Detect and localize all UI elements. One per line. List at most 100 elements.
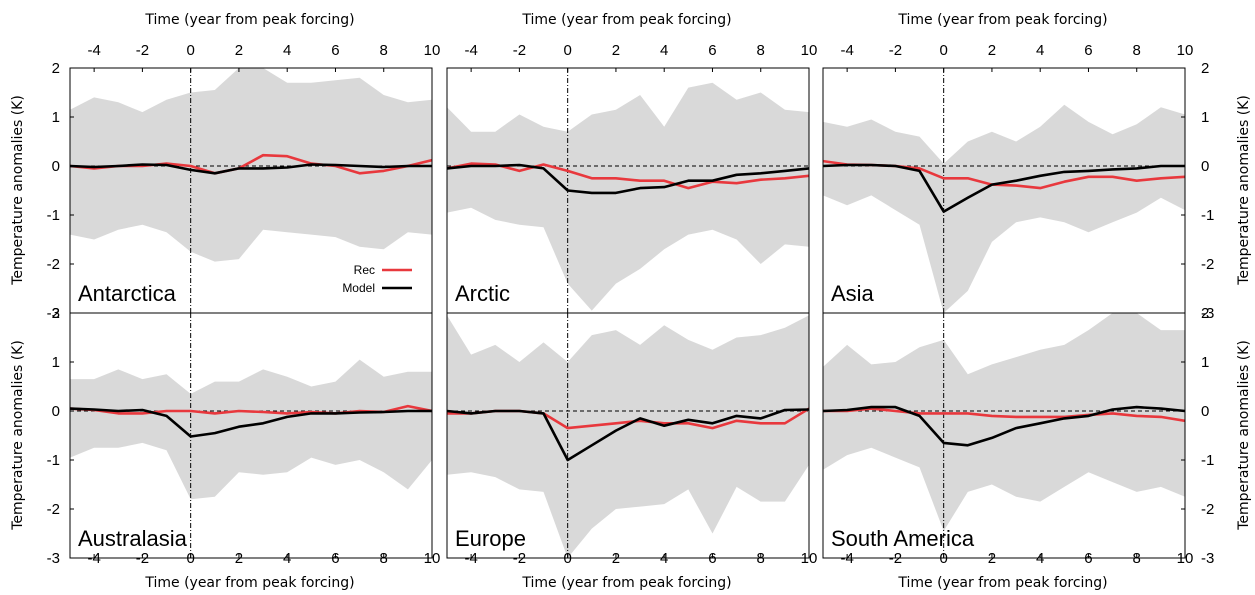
x-tick-label-top: -2 [889, 42, 902, 59]
legend-label-rec: Rec [354, 263, 375, 277]
panel-frame [69, 312, 433, 559]
x-tick-label-bottom: -2 [513, 550, 526, 567]
top-xlabel-col2: Time (year from peak forcing) [521, 12, 731, 28]
x-tick-label-top: 6 [1084, 42, 1092, 59]
x-tick-label-bottom: 8 [1133, 550, 1141, 567]
bottom-xlabel-col2: Time (year from peak forcing) [521, 575, 731, 591]
x-tick-label-top: 0 [563, 42, 571, 59]
y-tick-label-left: 2 [52, 60, 60, 77]
y-tick-label-right: 2 [1201, 60, 1209, 77]
x-tick-label-bottom: 2 [235, 550, 243, 567]
y-tick-label-left: -3 [47, 550, 60, 567]
spread-band [823, 313, 1185, 531]
x-tick-label-top: -2 [513, 42, 526, 59]
series-line-model [70, 163, 432, 175]
x-tick-label-top: -2 [136, 42, 149, 59]
x-tick-label-bottom: 0 [939, 550, 947, 567]
series-line-rec [823, 407, 1185, 423]
legend: Rec Model [342, 263, 412, 295]
region-label: Antarctica [78, 281, 177, 306]
panels-group: -4 -2 0 2 4 6 8 10-3-2-1012AntarcticaRecModel-4… [47, 42, 1215, 567]
x-tick-label-top: 8 [380, 42, 388, 59]
x-tick-label-bottom: 2 [988, 550, 996, 567]
x-tick-label-top: 4 [660, 42, 668, 59]
top-xlabel-col1: Time (year from peak forcing) [144, 12, 354, 28]
x-tick-label-bottom: -4 [464, 550, 477, 567]
x-tick-label-top: -4 [87, 42, 100, 59]
panel-arctic: -4 -2 0 2 4 6 8 10 Arctic [446, 42, 818, 314]
x-tick-label-bottom: -2 [889, 550, 902, 567]
y-tick-label-left: 1 [52, 354, 60, 371]
series-line-model [70, 407, 432, 438]
y-tick-label-left: 2 [52, 305, 60, 322]
spread-band [823, 104, 1185, 313]
y-tick-label-right: 2 [1201, 305, 1209, 322]
left-ylabel-row1: Temperature anomalies (K) [10, 95, 26, 286]
x-tick-label-top: 4 [1036, 42, 1044, 59]
y-tick-label-left: -3 [47, 305, 60, 322]
y-tick-label-left: 1 [52, 109, 60, 126]
legend-label-model: Model [342, 281, 375, 295]
x-tick-label-bottom: 4 [283, 550, 291, 567]
x-tick-label-bottom: 0 [563, 550, 571, 567]
x-tick-label-bottom: 10 [801, 550, 818, 567]
x-tick-label-bottom: 8 [380, 550, 388, 567]
y-tick-label-right: -3 [1201, 305, 1214, 322]
x-tick-label-top: -4 [464, 42, 477, 59]
spread-band [70, 68, 432, 262]
right-ylabel-row1: Temperature anomalies (K) [1236, 95, 1252, 286]
x-tick-label-bottom: 6 [331, 550, 339, 567]
x-tick-label-top: 6 [708, 42, 716, 59]
series-line-model [447, 408, 809, 462]
y-tick-label-right: -1 [1201, 452, 1214, 469]
region-label: Europe [455, 526, 526, 551]
x-tick-label-top: 10 [1177, 42, 1194, 59]
y-tick-label-left: -1 [47, 207, 60, 224]
x-tick-label-top: 2 [612, 42, 620, 59]
series-line-model [447, 163, 809, 195]
panel-australasia: -4 -2 0 2 4 6 8 10 -3 -2 -1 0 1 2 Australasia [47, 305, 441, 567]
spread-band [447, 315, 809, 558]
y-tick-label-left: -1 [47, 452, 60, 469]
x-tick-label-top: 2 [235, 42, 243, 59]
y-tick-label-left: -2 [47, 501, 60, 518]
panel-antarctica: -4 -2 0 2 4 6 8 10 -3 -2 -1 0 1 2 Antarctica Rec Model [47, 42, 441, 322]
x-tick-label-top: -4 [840, 42, 853, 59]
y-tick-label-right: -2 [1201, 501, 1214, 518]
x-tick-label-bottom: 4 [1036, 550, 1044, 567]
y-tick-label-left: 0 [52, 403, 60, 420]
y-tick-label-left: 0 [52, 158, 60, 175]
x-tick-label-top: 0 [939, 42, 947, 59]
spread-band [70, 359, 432, 500]
x-tick-label-top: 2 [988, 42, 996, 59]
series-line-model [823, 405, 1185, 447]
x-tick-label-bottom: 10 [424, 550, 441, 567]
bottom-xlabel-col1: Time (year from peak forcing) [144, 575, 354, 591]
right-ylabel-row2: Temperature anomalies (K) [1236, 340, 1252, 531]
y-tick-label-right: 1 [1201, 354, 1209, 371]
x-tick-label-top: 8 [1133, 42, 1141, 59]
x-tick-label-bottom: 6 [1084, 550, 1092, 567]
x-tick-label-top: 10 [424, 42, 441, 59]
y-tick-label-right: -1 [1201, 207, 1214, 224]
x-tick-label-bottom: -4 [840, 550, 853, 567]
panel-frame [446, 312, 810, 559]
top-xlabel-col3: Time (year from peak forcing) [897, 12, 1107, 28]
y-tick-label-right: -3 [1201, 550, 1214, 567]
y-tick-label-right: 1 [1201, 109, 1209, 126]
x-tick-label-bottom: 2 [612, 550, 620, 567]
y-tick-label-right: 0 [1201, 158, 1209, 175]
x-tick-label-bottom: -2 [136, 550, 149, 567]
panel-asia: -4 -2 0 2 4 6 8 10 -3 -2 -1 0 1 2 Asia [822, 42, 1214, 322]
y-tick-label-right: 0 [1201, 403, 1209, 420]
region-label: Arctic [455, 281, 510, 306]
x-tick-label-bottom: 6 [708, 550, 716, 567]
x-tick-label-top: 6 [331, 42, 339, 59]
y-tick-label-left: -2 [47, 256, 60, 273]
x-tick-label-top: 10 [801, 42, 818, 59]
series-line-model [823, 163, 1185, 213]
x-tick-label-bottom: 0 [186, 550, 194, 567]
series-line-rec [447, 162, 809, 190]
